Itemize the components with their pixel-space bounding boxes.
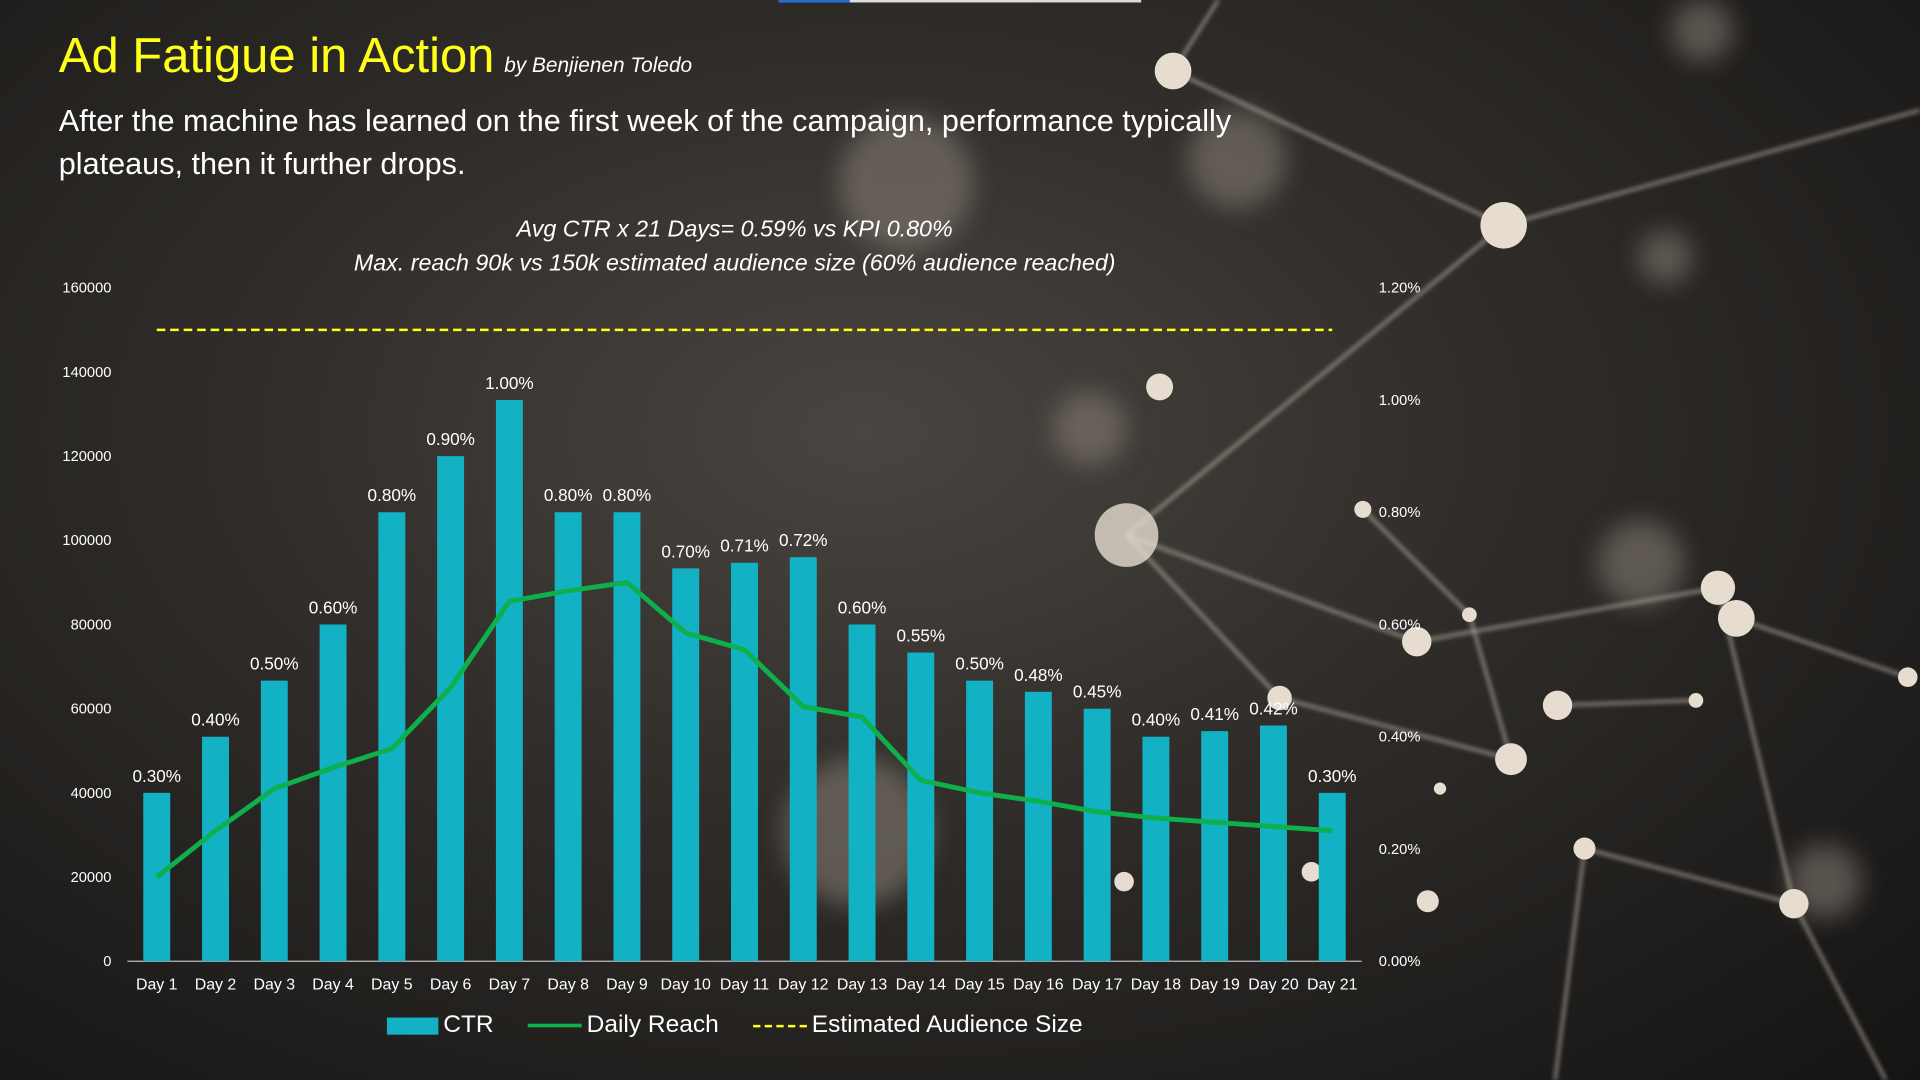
x-axis-tick-label: Day 7 <box>489 976 531 993</box>
x-axis-tick-label: Day 4 <box>312 976 354 993</box>
ctr-bar <box>1318 792 1346 962</box>
ctr-bar <box>319 624 347 962</box>
x-axis-tick-label: Day 13 <box>837 976 888 993</box>
ctr-data-label: 0.41% <box>1190 704 1239 724</box>
x-axis-tick-label: Day 6 <box>430 976 472 993</box>
x-axis-tick-label: Day 15 <box>954 976 1005 993</box>
ctr-bar <box>1201 731 1229 962</box>
legend-item-ctr: CTR <box>386 1011 494 1039</box>
x-axis-tick-label: Day 1 <box>136 976 178 993</box>
x-axis-tick-label: Day 20 <box>1248 976 1299 993</box>
x-axis-tick-label: Day 18 <box>1131 976 1182 993</box>
x-axis-tick-label: Day 17 <box>1072 976 1123 993</box>
ctr-swatch <box>386 1016 439 1035</box>
right-axis-tick-label: 0.80% <box>1379 505 1421 521</box>
reach-swatch <box>527 1023 582 1028</box>
ctr-bar <box>731 562 758 962</box>
ctr-bar <box>1260 725 1287 962</box>
audience-swatch <box>752 1024 807 1027</box>
ctr-bar <box>966 680 994 962</box>
ctr-bar <box>1024 691 1052 962</box>
x-axis-tick-label: Day 10 <box>661 976 712 993</box>
ctr-data-label: 0.30% <box>1308 766 1357 786</box>
ctr-data-label: 1.00% <box>485 373 534 393</box>
ctr-note: Avg CTR x 21 Days= 0.59% vs KPI 0.80% <box>516 216 953 243</box>
legend-item-reach: Daily Reach <box>527 1011 719 1039</box>
ctr-bar <box>789 557 817 962</box>
ctr-data-label: 0.72% <box>779 530 828 550</box>
left-axis-tick-label: 60000 <box>71 702 112 718</box>
right-axis-tick-label: 1.20% <box>1379 281 1421 297</box>
ctr-bar <box>848 624 876 962</box>
ctr-data-label: 0.80% <box>603 485 652 505</box>
ctr-data-label: 0.48% <box>1014 665 1063 685</box>
ctr-data-label: 0.50% <box>955 654 1004 674</box>
x-axis-tick-label: Day 16 <box>1013 976 1064 993</box>
ctr-data-label: 0.90% <box>426 429 475 449</box>
byline: by Benjienen Toledo <box>504 53 693 78</box>
ctr-data-label: 0.70% <box>661 541 710 561</box>
title-text: Ad Fatigue in Action <box>58 29 495 84</box>
ctr-bar <box>907 652 935 962</box>
ctr-data-label: 0.45% <box>1073 682 1122 702</box>
right-axis-tick-label: 0.60% <box>1379 617 1421 633</box>
ctr-data-label: 0.30% <box>132 766 181 786</box>
page-title: Ad Fatigue in Action by Benjienen Toledo <box>59 29 692 84</box>
left-axis-tick-label: 0 <box>103 954 111 970</box>
right-axis-tick-label: 1.00% <box>1379 393 1421 409</box>
x-axis-tick-label: Day 21 <box>1307 976 1358 993</box>
x-axis-tick-label: Day 9 <box>606 976 648 993</box>
x-axis-tick-label: Day 3 <box>254 976 296 993</box>
left-axis-tick-label: 20000 <box>71 870 112 886</box>
ctr-data-label: 0.71% <box>720 536 769 556</box>
left-axis-tick-label: 120000 <box>62 449 111 465</box>
left-axis-tick-label: 40000 <box>71 786 112 802</box>
legend-label: Estimated Audience Size <box>811 1011 1083 1039</box>
ctr-data-label: 0.60% <box>838 597 887 617</box>
x-axis-tick-label: Day 5 <box>371 976 413 993</box>
legend-item-audience: Estimated Audience Size <box>752 1011 1083 1039</box>
ctr-data-label: 0.80% <box>544 485 593 505</box>
ctr-bar <box>1142 736 1170 962</box>
ctr-bar <box>1083 708 1111 962</box>
ctr-bar <box>260 680 288 962</box>
subtitle: After the machine has learned on the fir… <box>58 104 1232 182</box>
right-axis-tick-label: 0.40% <box>1379 730 1421 746</box>
reach-note: Max. reach 90k vs 150k estimated audienc… <box>353 251 1116 277</box>
ctr-data-label: 0.55% <box>897 626 946 646</box>
legend-label: CTR <box>443 1011 494 1039</box>
legend-label: Daily Reach <box>586 1011 719 1039</box>
ctr-data-label: 0.50% <box>250 654 299 674</box>
left-axis-tick-label: 160000 <box>62 281 111 297</box>
ctr-bar <box>613 512 641 962</box>
x-axis-tick-label: Day 11 <box>720 976 769 993</box>
ctr-data-label: 0.40% <box>191 710 240 730</box>
ctr-data-label: 0.60% <box>309 597 358 617</box>
ctr-bar <box>202 736 229 962</box>
ctr-data-label: 0.40% <box>1132 710 1181 730</box>
ctr-data-label: 0.42% <box>1249 698 1298 718</box>
ctr-bar <box>495 400 523 962</box>
ctr-bar <box>437 456 465 962</box>
left-axis-tick-label: 100000 <box>62 533 111 549</box>
ctr-data-label: 0.80% <box>368 485 417 505</box>
x-axis-tick-label: Day 8 <box>547 976 589 993</box>
x-axis-tick-label: Day 2 <box>195 976 237 993</box>
legend: CTR Daily Reach Estimated Audience Size <box>386 1011 1117 1039</box>
ctr-bar <box>554 512 582 962</box>
x-axis-tick-label: Day 14 <box>896 976 947 993</box>
x-axis-tick-label: Day 12 <box>778 976 829 993</box>
progress-indicator <box>778 0 1142 3</box>
left-axis-tick-label: 80000 <box>71 617 112 633</box>
right-axis-tick-label: 0.20% <box>1379 842 1421 858</box>
x-axis-tick-label: Day 19 <box>1189 976 1240 993</box>
right-axis-tick-label: 0.00% <box>1379 954 1421 970</box>
left-axis-tick-label: 140000 <box>62 365 111 381</box>
